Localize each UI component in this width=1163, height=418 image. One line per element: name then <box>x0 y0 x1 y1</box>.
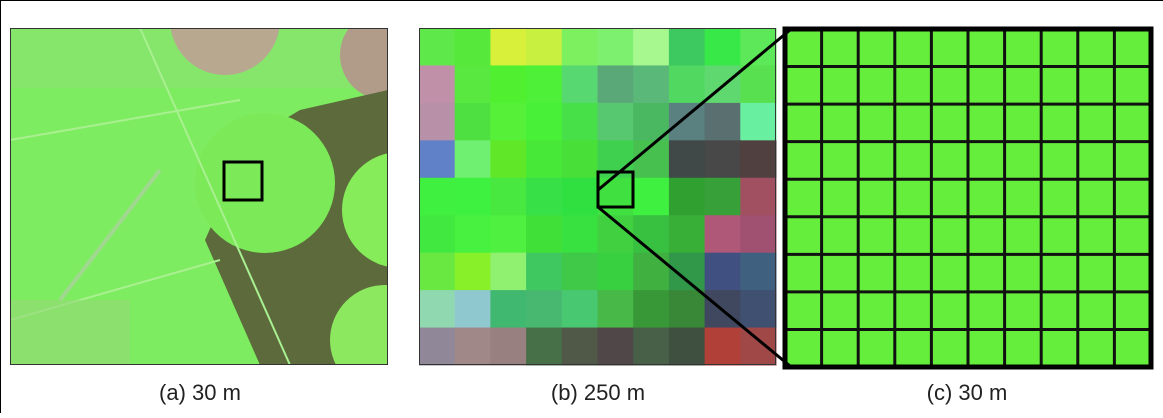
pixel <box>419 103 455 141</box>
pixel <box>562 253 598 291</box>
pixel <box>419 28 455 66</box>
pixel <box>598 103 634 141</box>
pixel <box>633 253 669 291</box>
pixel <box>455 28 491 66</box>
pixel <box>526 65 562 103</box>
panel-c-image <box>785 29 1151 367</box>
pixel <box>669 178 705 216</box>
pixel <box>740 65 776 103</box>
pixel <box>669 140 705 178</box>
pixel <box>633 178 669 216</box>
pixel <box>562 140 598 178</box>
pixel <box>490 178 526 216</box>
pixel <box>705 215 741 253</box>
pixel <box>669 328 705 366</box>
pixel <box>562 178 598 216</box>
pixel <box>740 328 776 366</box>
pixel <box>526 103 562 141</box>
pixel <box>705 178 741 216</box>
pixel <box>562 103 598 141</box>
pixel <box>740 215 776 253</box>
pixel <box>633 215 669 253</box>
pixel <box>598 328 634 366</box>
panel-a-image <box>10 0 458 395</box>
pixel <box>455 253 491 291</box>
pixel <box>419 290 455 328</box>
caption: (a) 30 m <box>159 380 241 405</box>
pixel <box>526 215 562 253</box>
pixel <box>455 178 491 216</box>
pixel <box>669 290 705 328</box>
pixel <box>490 253 526 291</box>
pixel <box>490 103 526 141</box>
panel-b-image <box>419 28 777 366</box>
pixel <box>633 65 669 103</box>
pixel <box>705 328 741 366</box>
pixel <box>598 65 634 103</box>
pixel <box>419 140 455 178</box>
pixel <box>419 215 455 253</box>
pixel <box>490 328 526 366</box>
pixel <box>562 328 598 366</box>
pixel <box>455 65 491 103</box>
pixel <box>740 253 776 291</box>
page: (a) 30 m (b) 250 m (c) 30 m (() => { con… <box>0 0 1163 413</box>
pixel <box>705 28 741 66</box>
pixel <box>526 328 562 366</box>
pixel <box>419 65 455 103</box>
pixel <box>705 140 741 178</box>
pixel <box>633 28 669 66</box>
pixel <box>705 103 741 141</box>
pixel <box>705 253 741 291</box>
pixel <box>633 328 669 366</box>
pixel <box>633 290 669 328</box>
pixel <box>740 290 776 328</box>
pixel <box>419 253 455 291</box>
pixel <box>669 215 705 253</box>
pixel <box>526 28 562 66</box>
pixel <box>526 178 562 216</box>
pixel <box>455 328 491 366</box>
figure: (a) 30 m (b) 250 m (c) 30 m <box>0 0 1163 413</box>
pixel <box>419 178 455 216</box>
pixel <box>598 28 634 66</box>
pixel <box>526 140 562 178</box>
pixel <box>490 140 526 178</box>
pixel <box>526 290 562 328</box>
pixel <box>740 140 776 178</box>
pixel <box>598 253 634 291</box>
pixel <box>455 290 491 328</box>
pixel <box>455 215 491 253</box>
pixel <box>562 28 598 66</box>
pixel <box>598 290 634 328</box>
pixel <box>490 215 526 253</box>
pixel <box>562 65 598 103</box>
pixel <box>490 65 526 103</box>
caption: (b) 250 m <box>551 380 645 405</box>
pixel <box>490 28 526 66</box>
pixel <box>455 140 491 178</box>
pixel <box>740 178 776 216</box>
pixel <box>562 290 598 328</box>
caption: (c) 30 m <box>927 380 1008 405</box>
pixel <box>526 253 562 291</box>
pixel <box>669 103 705 141</box>
pixel <box>740 103 776 141</box>
pixel <box>455 103 491 141</box>
pixel <box>419 328 455 366</box>
pixel <box>669 28 705 66</box>
pixel <box>562 215 598 253</box>
pixel <box>490 290 526 328</box>
pixel <box>669 65 705 103</box>
